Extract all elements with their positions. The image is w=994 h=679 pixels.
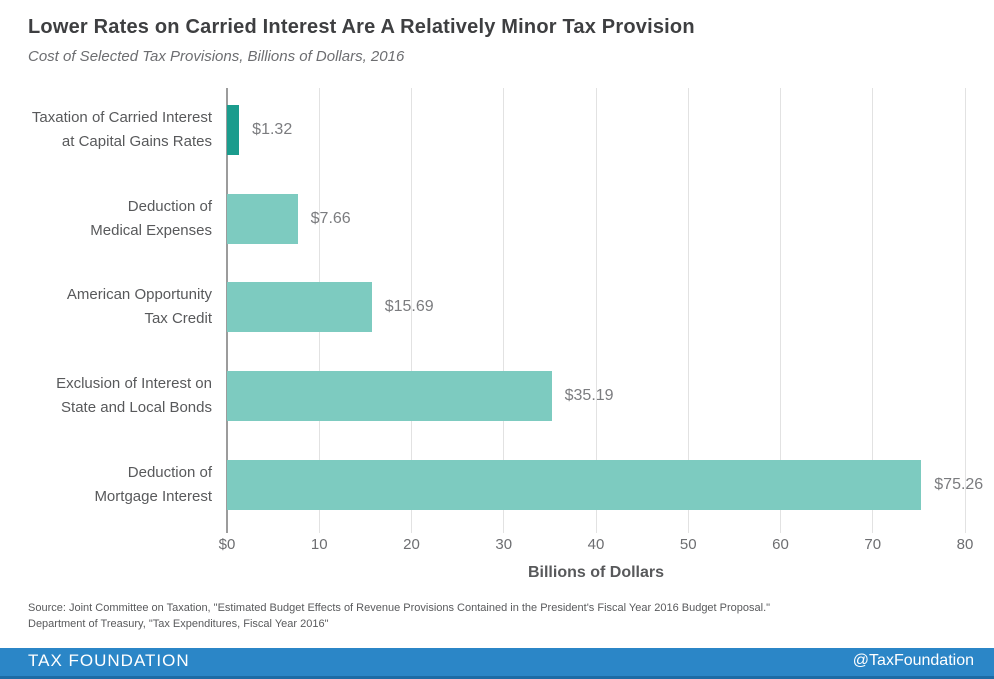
- x-tick-label: 70: [864, 536, 882, 553]
- source-line-1: Source: Joint Committee on Taxation, "Es…: [28, 602, 771, 614]
- bar: [227, 371, 552, 422]
- brand-logo-text: TAX FOUNDATION: [28, 650, 190, 670]
- gridline: [780, 88, 781, 533]
- gridline: [411, 88, 412, 533]
- x-tick-label: 10: [310, 536, 328, 553]
- source-line-2: Department of Treasury, "Tax Expenditure…: [28, 618, 329, 630]
- bar: [227, 459, 922, 510]
- value-label: $75.26: [934, 475, 984, 493]
- value-label: $7.66: [310, 209, 351, 227]
- bar: [227, 193, 298, 244]
- x-tick-label: 30: [495, 536, 513, 553]
- footer-bar: TAX FOUNDATION @TaxFoundation: [0, 648, 994, 679]
- x-tick-label: 60: [772, 536, 789, 553]
- x-tick-label: $0: [218, 536, 236, 553]
- gridline: [687, 88, 689, 533]
- value-label: $15.69: [384, 298, 434, 316]
- bar: [227, 105, 240, 155]
- category-label: Deduction of Medical Expenses: [90, 197, 212, 239]
- category-label: Taxation of Carried Interest at Capital …: [31, 109, 212, 150]
- x-tick-label: 20: [403, 536, 420, 553]
- chart-title: Lower Rates on Carried Interest Are A Re…: [28, 16, 695, 38]
- value-label: $1.32: [252, 121, 293, 138]
- x-tick-label: 80: [956, 536, 974, 553]
- gridline: [964, 88, 966, 533]
- value-label: $35.19: [564, 387, 614, 405]
- bar: [227, 282, 372, 333]
- category-label: Deduction of Mortgage Interest: [94, 463, 212, 505]
- twitter-handle: @TaxFoundation: [852, 651, 974, 669]
- category-label: Exclusion of Interest on State and Local…: [56, 375, 212, 417]
- source-note: Source: Joint Committee on Taxation, "Es…: [28, 600, 770, 632]
- chart-subtitle: Cost of Selected Tax Provisions, Billion…: [28, 48, 405, 65]
- category-label: American Opportunity Tax Credit: [66, 286, 212, 328]
- x-axis-label: Billions of Dollars: [527, 564, 664, 581]
- gridline: [503, 88, 505, 533]
- x-tick-label: 50: [679, 536, 697, 553]
- gridline: [872, 88, 874, 533]
- gridline: [595, 88, 597, 533]
- x-tick-label: 40: [587, 536, 605, 553]
